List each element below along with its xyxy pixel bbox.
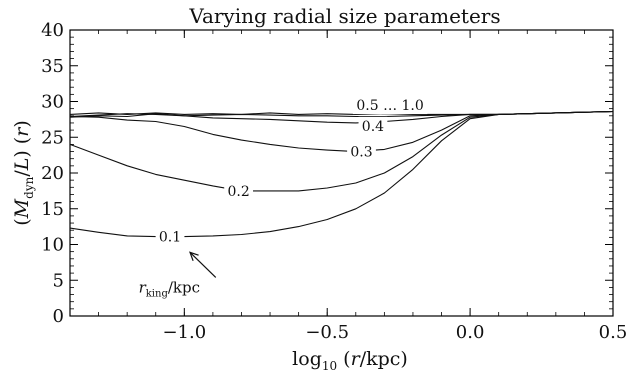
y-tick-label: 15 xyxy=(41,199,64,220)
series-label-bg xyxy=(347,142,376,161)
y-tick-label: 30 xyxy=(41,92,64,113)
series-label: 0.1 xyxy=(159,230,181,246)
series-label-bg xyxy=(224,181,254,200)
arrow-shaft xyxy=(189,251,217,278)
x-axis-label: log10 (r/kpc) xyxy=(292,348,408,373)
y-tick-label: 5 xyxy=(53,270,64,291)
series-labels: 0.5 … 1.0 0.4 0.3 0.2 0.1 xyxy=(155,96,428,246)
arrow-head xyxy=(189,251,199,262)
series-label: 0.3 xyxy=(350,145,372,161)
series-label-bg xyxy=(358,116,388,135)
y-tick-label: 20 xyxy=(41,163,64,184)
annotation-rking-label: rking/kpc xyxy=(139,278,200,299)
series-label: 0.2 xyxy=(227,184,249,200)
y-tick-label: 35 xyxy=(41,56,64,77)
annotation-arrow xyxy=(189,251,217,278)
chart-title: Varying radial size parameters xyxy=(188,4,500,28)
y-tick-label: 0 xyxy=(53,306,64,327)
series-label: 0.4 xyxy=(362,119,384,135)
tick-labels: −1.0 −0.5 0.0 0.5 0 5 10 15 20 25 30 35 40 xyxy=(41,20,627,343)
series-label-bg xyxy=(352,96,428,115)
y-tick-label: 40 xyxy=(41,20,64,41)
x-tick-label: −0.5 xyxy=(305,322,349,343)
x-tick-label: 0.5 xyxy=(599,322,628,343)
y-axis-label: (Mdyn/L) (r) xyxy=(11,120,36,226)
series-label: 0.5 … 1.0 xyxy=(356,98,423,114)
y-tick-label: 10 xyxy=(41,235,64,256)
x-tick-label: −1.0 xyxy=(162,322,206,343)
x-tick-label: 0.0 xyxy=(456,322,485,343)
axis-ticks xyxy=(69,29,614,317)
y-tick-label: 25 xyxy=(41,127,64,148)
series-label-bg xyxy=(155,227,185,246)
